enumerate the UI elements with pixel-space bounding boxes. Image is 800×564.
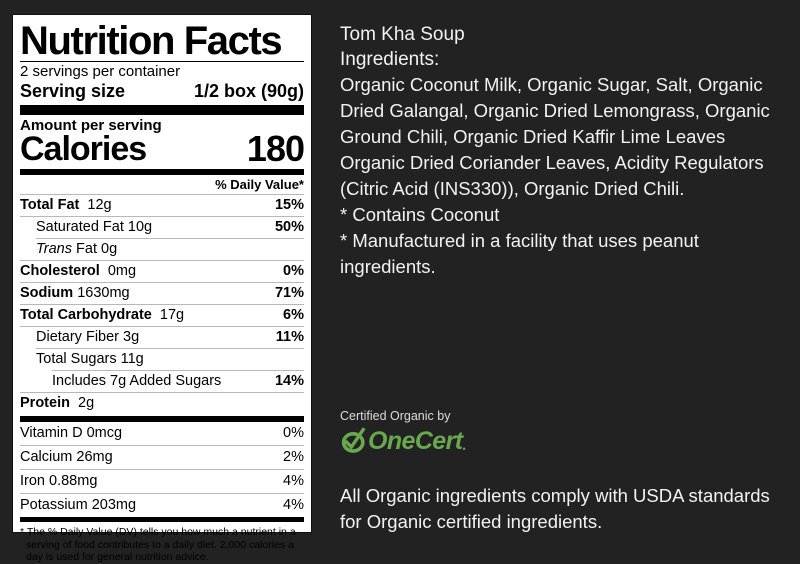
thick-divider-top bbox=[20, 105, 304, 115]
product-info-column: Tom Kha Soup Ingredients: Organic Coconu… bbox=[340, 22, 790, 280]
amount-per-serving-label: Amount per serving bbox=[20, 117, 162, 134]
sodium-amount: 1630mg bbox=[77, 285, 130, 301]
serving-size-value: 1/2 box (90g) bbox=[193, 81, 304, 101]
saturated-fat-label: Saturated Fat 10g bbox=[36, 219, 153, 235]
potassium-label: Potassium 203mg bbox=[20, 497, 137, 513]
row-divider-total-carbohydrate bbox=[20, 326, 304, 327]
dietary-fiber-label: Dietary Fiber 3g bbox=[36, 329, 140, 345]
row-cholesterol: Cholesterol 0mg 0% bbox=[20, 261, 304, 282]
certified-organic-by-label: Certified Organic by bbox=[340, 409, 451, 423]
cholesterol-percent: 0% bbox=[283, 263, 304, 279]
cholesterol-amount: 0mg bbox=[107, 263, 137, 279]
row-trans-fat: Trans Fat 0g bbox=[20, 239, 304, 260]
total-sugars-label: Total Sugars 11g bbox=[36, 351, 144, 367]
row-divider-vitamin-d bbox=[20, 445, 304, 446]
servings-per-container: 2 servings per container bbox=[20, 63, 181, 80]
row-potassium: Potassium 203mg 4% bbox=[20, 494, 304, 517]
calories-label: Calories bbox=[20, 130, 147, 168]
iron-label: Iron 0.88mg bbox=[20, 473, 98, 489]
daily-value-divider bbox=[20, 194, 304, 195]
allergen-contains: * Contains Coconut bbox=[340, 204, 500, 225]
title-divider bbox=[20, 61, 304, 62]
calcium-percent: 2% bbox=[283, 449, 304, 465]
thick-divider-footnote bbox=[20, 517, 304, 522]
thick-divider-calories bbox=[20, 169, 304, 175]
trans-fat-amount: Fat 0g bbox=[76, 241, 118, 257]
daily-value-footnote: * The % Daily Value (DV) tells you how m… bbox=[20, 526, 296, 563]
row-divider-total-fat bbox=[20, 216, 304, 217]
total-carbohydrate-label: Total Carbohydrate bbox=[20, 307, 152, 323]
vitamin-d-label: Vitamin D 0mcg bbox=[20, 425, 123, 441]
potassium-percent: 4% bbox=[283, 497, 304, 513]
onecert-logo: OneCert • bbox=[340, 427, 770, 454]
row-total-sugars: Total Sugars 11g bbox=[20, 349, 304, 370]
usda-compliance-statement: All Organic ingredients comply with USDA… bbox=[340, 485, 770, 532]
calories-row: Calories 180 bbox=[20, 128, 305, 169]
row-sodium: Sodium 1630mg 71% bbox=[20, 283, 304, 304]
sodium-percent: 71% bbox=[274, 285, 304, 301]
serving-size-row: Serving size 1/2 box (90g) bbox=[20, 81, 304, 102]
registered-trademark-icon: • bbox=[462, 444, 466, 454]
ingredients-list: Organic Coconut Milk, Organic Sugar, Sal… bbox=[340, 74, 770, 199]
total-carbohydrate-amount: 17g bbox=[159, 307, 185, 323]
daily-value-header: % Daily Value* bbox=[215, 177, 304, 192]
row-divider-added-sugars bbox=[20, 392, 304, 393]
row-divider-dietary-fiber bbox=[36, 348, 304, 349]
sodium-label: Sodium bbox=[20, 285, 74, 301]
total-carbohydrate-percent: 6% bbox=[283, 307, 304, 323]
vitamin-d-percent: 0% bbox=[283, 425, 304, 441]
trans-fat-italic-label: Trans bbox=[36, 241, 72, 257]
cholesterol-label: Cholesterol bbox=[20, 263, 100, 279]
row-divider-total-sugars bbox=[52, 370, 304, 371]
ingredients-heading: Ingredients: bbox=[340, 49, 440, 70]
total-fat-amount: 12g bbox=[87, 197, 112, 213]
onecert-wordmark: OneCert bbox=[368, 427, 463, 455]
onecert-check-circle-icon bbox=[340, 427, 367, 454]
row-dietary-fiber: Dietary Fiber 3g 11% bbox=[20, 327, 304, 348]
row-saturated-fat: Saturated Fat 10g 50% bbox=[20, 217, 304, 238]
iron-percent: 4% bbox=[283, 473, 304, 489]
row-divider-sodium bbox=[20, 304, 304, 305]
row-divider-calcium bbox=[20, 469, 304, 470]
nutrition-facts-title: Nutrition Facts bbox=[20, 19, 283, 63]
row-total-fat: Total Fat 12g 15% bbox=[20, 195, 304, 216]
certification-block: Certified Organic by OneCert • bbox=[340, 408, 770, 454]
saturated-fat-percent: 50% bbox=[274, 219, 304, 235]
thick-divider-protein bbox=[20, 416, 304, 422]
protein-label: Protein bbox=[20, 395, 70, 411]
row-divider-cholesterol bbox=[20, 282, 304, 283]
allergen-facility-warning: * Manufactured in a facility that uses p… bbox=[340, 230, 699, 277]
row-added-sugars: Includes 7g Added Sugars 14% bbox=[20, 371, 304, 392]
total-fat-percent: 15% bbox=[274, 197, 304, 213]
added-sugars-percent: 14% bbox=[274, 373, 304, 389]
row-total-carbohydrate: Total Carbohydrate 17g 6% bbox=[20, 305, 304, 326]
nutrition-facts-panel: Nutrition Facts 2 servings per container… bbox=[12, 14, 312, 563]
added-sugars-label: Includes 7g Added Sugars bbox=[52, 373, 222, 389]
row-protein: Protein 2g bbox=[20, 393, 304, 414]
row-iron: Iron 0.88mg 4% bbox=[20, 470, 304, 493]
row-divider-trans-fat bbox=[20, 260, 304, 261]
dietary-fiber-percent: 11% bbox=[275, 329, 304, 345]
product-name: Tom Kha Soup bbox=[340, 24, 465, 45]
row-vitamin-d: Vitamin D 0mcg 0% bbox=[20, 422, 304, 445]
row-calcium: Calcium 26mg 2% bbox=[20, 446, 304, 469]
row-divider-saturated-fat bbox=[36, 238, 304, 239]
calories-value: 180 bbox=[246, 128, 305, 169]
total-fat-label: Total Fat bbox=[20, 197, 80, 213]
calcium-label: Calcium 26mg bbox=[20, 449, 113, 465]
row-divider-iron bbox=[20, 493, 304, 494]
label-page: Nutrition Facts 2 servings per container… bbox=[12, 14, 790, 563]
protein-amount: 2g bbox=[78, 395, 95, 411]
serving-size-label: Serving size bbox=[20, 81, 126, 101]
